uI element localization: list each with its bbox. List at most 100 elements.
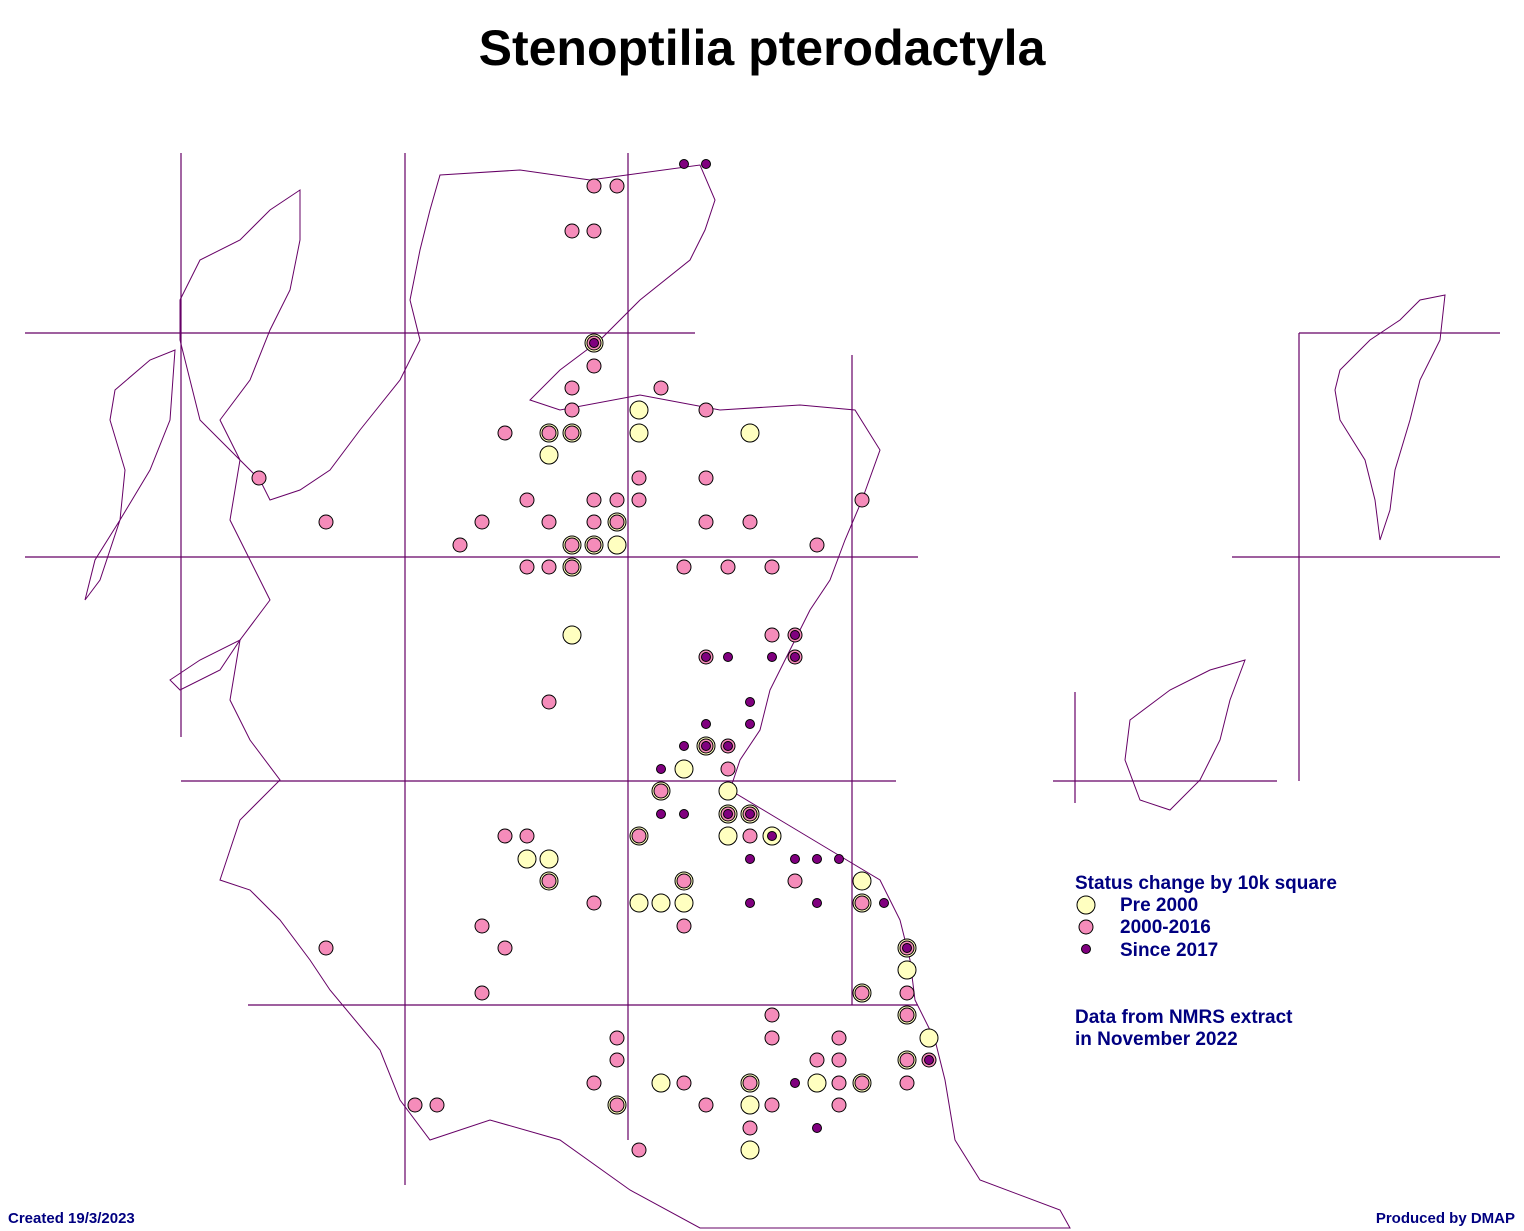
recent-dot: [701, 652, 711, 662]
pre-2000-dot: [897, 960, 917, 980]
recent-dot: [790, 854, 800, 864]
mid-period-dot: [609, 1097, 625, 1113]
mid-period-dot: [720, 761, 736, 777]
mid-period-dot: [429, 1097, 445, 1113]
mid-period-dot: [407, 1097, 423, 1113]
mid-period-dot: [854, 895, 870, 911]
mid-period-dot: [676, 873, 692, 889]
mid-period-dot: [653, 783, 669, 799]
mid-period-dot: [676, 1075, 692, 1091]
recent-dot: [723, 741, 733, 751]
mid-period-dot: [854, 492, 870, 508]
hebrides: [84, 349, 176, 601]
pre-2000-dot: [718, 781, 738, 801]
recent-dot: [589, 338, 599, 348]
mid-period-dot: [519, 828, 535, 844]
mid-period-dot: [676, 559, 692, 575]
coastline: [84, 164, 1446, 1229]
pre-2000-dot: [740, 423, 760, 443]
mid-period-dot: [899, 1075, 915, 1091]
legend-marker: [1078, 919, 1094, 935]
mid-period-dot: [899, 1052, 915, 1068]
mid-period-dot: [609, 1030, 625, 1046]
mid-period-dot: [809, 537, 825, 553]
recent-dot: [723, 809, 733, 819]
mid-period-dot: [631, 470, 647, 486]
shetland: [1334, 294, 1446, 541]
mid-period-dot: [586, 358, 602, 374]
recent-dot: [679, 809, 689, 819]
mid-period-dot: [474, 918, 490, 934]
note: Data from NMRS extract: [1075, 1007, 1293, 1028]
recent-dot: [902, 943, 912, 953]
recent-dot: [834, 854, 844, 864]
mid-period-dot: [564, 380, 580, 396]
mid-period-dot: [564, 402, 580, 418]
pre-2000-dot: [674, 893, 694, 913]
recent-dot: [745, 697, 755, 707]
mid-period-dot: [831, 1052, 847, 1068]
mid-period-dot: [541, 514, 557, 530]
legend-marker: [1081, 944, 1091, 954]
mid-period-dot: [631, 1142, 647, 1158]
mid-period-dot: [609, 492, 625, 508]
mid-period-dot: [564, 537, 580, 553]
recent-dot: [767, 652, 777, 662]
recent-dot: [745, 854, 755, 864]
recent-dot: [723, 652, 733, 662]
recent-dot: [812, 1123, 822, 1133]
recent-dot: [790, 1078, 800, 1088]
mid-period-dot: [831, 1075, 847, 1091]
recent-dot: [679, 741, 689, 751]
mid-period-dot: [564, 425, 580, 441]
recent-dot: [812, 898, 822, 908]
pre-2000-dot: [629, 893, 649, 913]
mid-period-dot: [541, 559, 557, 575]
mid-period-dot: [676, 918, 692, 934]
mid-period-dot: [831, 1030, 847, 1046]
mid-period-dot: [497, 425, 513, 441]
legend-marker: [1076, 895, 1096, 915]
recent-dot: [745, 809, 755, 819]
mid-period-dot: [742, 514, 758, 530]
recent-dot: [767, 831, 777, 841]
recent-dot: [679, 159, 689, 169]
recent-dot: [745, 719, 755, 729]
pre-2000-dot: [718, 826, 738, 846]
produced: Produced by DMAP: [1376, 1210, 1515, 1227]
mid-period-dot: [764, 1030, 780, 1046]
recent-dot: [924, 1055, 934, 1065]
pre-2000-dot: [651, 893, 671, 913]
mainland: [179, 164, 1071, 1229]
recent-dot: [879, 898, 889, 908]
mid-period-dot: [764, 559, 780, 575]
mid-period-dot: [586, 178, 602, 194]
pre-2000-dot: [740, 1095, 760, 1115]
mid-period-dot: [609, 178, 625, 194]
mid-period-dot: [698, 514, 714, 530]
mid-period-dot: [497, 828, 513, 844]
mid-period-dot: [586, 223, 602, 239]
pre-2000-dot: [517, 849, 537, 869]
mid-period-dot: [854, 985, 870, 1001]
mid-period-dot: [318, 514, 334, 530]
mid-period-dot: [809, 1052, 825, 1068]
mid-period-dot: [631, 492, 647, 508]
mid-period-dot: [609, 514, 625, 530]
mid-period-dot: [452, 537, 468, 553]
recent-dot: [656, 809, 666, 819]
mid-period-dot: [764, 1007, 780, 1023]
mid-period-dot: [742, 1075, 758, 1091]
mid-period-dot: [831, 1097, 847, 1113]
pre-2000-dot: [629, 400, 649, 420]
mid-period-dot: [541, 425, 557, 441]
pre-2000-dot: [651, 1073, 671, 1093]
mid-period-dot: [564, 559, 580, 575]
recent-dot: [701, 719, 711, 729]
legend-item: 2000-2016: [1120, 917, 1211, 938]
legend-item: Since 2017: [1120, 940, 1218, 961]
map-title: Stenoptilia pterodactyla: [479, 20, 1047, 76]
mid-period-dot: [497, 940, 513, 956]
mull: [169, 638, 242, 691]
